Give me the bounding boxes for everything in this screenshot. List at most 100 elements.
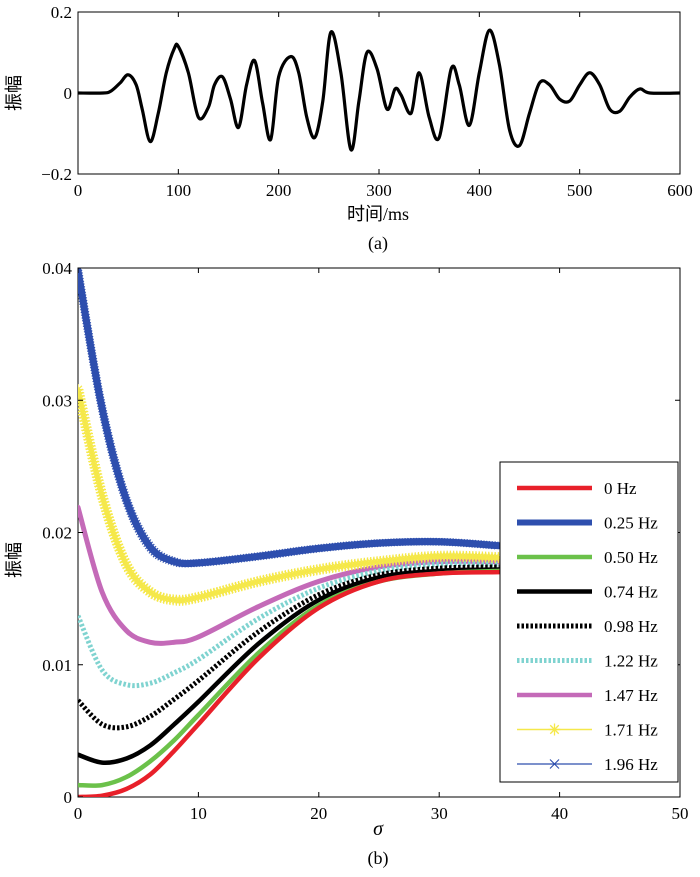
series-1-96-hz-marker bbox=[170, 557, 179, 566]
series-1-96-hz-marker bbox=[119, 488, 128, 497]
b-plot-area: 0 10 20 30 40 50 0 0.01 0.02 0.03 0.04 bbox=[42, 259, 688, 823]
series-1-96-hz-marker bbox=[120, 491, 129, 500]
series-1-96-hz-marker bbox=[127, 509, 136, 518]
series-1-96-hz-marker bbox=[140, 534, 149, 543]
series-0-hz bbox=[78, 569, 502, 797]
legend-entry-0-74-hz-label: 0.74 Hz bbox=[604, 583, 658, 602]
legend-entry-0-98-hz-label: 0.98 Hz bbox=[604, 617, 658, 636]
legend-entry-1-96-hz: 1.96 Hz bbox=[517, 755, 658, 774]
series-1-96-hz-line bbox=[78, 270, 500, 565]
series-1-96-hz-marker bbox=[130, 517, 139, 526]
legend: 0 Hz 0.25 Hz 0.50 Hz 0.74 Hz 0.98 Hz 1.22 Hz 1… bbox=[499, 461, 679, 783]
series-1-96-hz-marker bbox=[114, 469, 123, 478]
a-axes-frame bbox=[77, 11, 681, 175]
a-panel-label: (a) bbox=[368, 233, 388, 254]
series-0-25-hz bbox=[78, 268, 503, 568]
series-1-22-hz bbox=[78, 561, 500, 689]
a-ytick-label: −0.2 bbox=[41, 165, 72, 184]
series-1-96-hz-marker bbox=[115, 475, 124, 484]
legend-entry-0-74-hz: 0.74 Hz bbox=[517, 583, 658, 602]
a-xtick-label: 100 bbox=[166, 181, 192, 200]
legend-entry-1-22-hz-label: 1.22 Hz bbox=[604, 652, 658, 671]
b-xlabel: σ bbox=[373, 818, 384, 840]
series-1-96-hz-marker bbox=[164, 555, 173, 564]
legend-entry-1-96-hz-label: 1.96 Hz bbox=[604, 755, 658, 774]
series-1-96-hz-marker bbox=[154, 551, 163, 560]
series-1-96-hz-marker bbox=[137, 529, 146, 538]
series-1-96-hz-marker bbox=[78, 272, 83, 281]
series-1-96-hz-marker bbox=[167, 556, 176, 565]
a-xtick-label: 300 bbox=[366, 181, 392, 200]
series-0-74-hz-line bbox=[78, 567, 502, 766]
a-ytick-label: 0.2 bbox=[51, 3, 72, 22]
b-panel-label: (b) bbox=[368, 848, 389, 869]
b-xtick-label: 10 bbox=[190, 804, 207, 823]
series-1-96-hz-marker bbox=[118, 485, 127, 494]
a-ylabel: 振幅 bbox=[4, 75, 24, 111]
series-1-96-hz-marker bbox=[111, 461, 120, 470]
series-0-74-hz bbox=[78, 567, 502, 766]
series-1-96-hz-marker bbox=[418, 537, 427, 546]
series-1-96-hz-marker bbox=[125, 504, 134, 513]
a-xtick-label: 400 bbox=[467, 181, 493, 200]
series-1-96-hz-marker bbox=[123, 499, 132, 508]
b-ytick-label: 0 bbox=[64, 788, 73, 807]
series-0-25-hz-line bbox=[78, 268, 503, 568]
series-1-96-hz bbox=[78, 268, 502, 568]
series-1-96-hz-marker bbox=[117, 480, 126, 489]
series-1-96-hz-marker bbox=[122, 496, 131, 505]
series-1-96-hz-marker bbox=[128, 512, 137, 521]
b-ylabel: 振幅 bbox=[4, 542, 24, 578]
series-1-96-hz-marker bbox=[162, 554, 171, 563]
series-1-96-hz-marker bbox=[116, 477, 125, 486]
legend-entry-0-hz-label: 0 Hz bbox=[604, 479, 637, 498]
series-1-96-hz-marker bbox=[133, 522, 142, 531]
b-xtick-label: 20 bbox=[310, 804, 327, 823]
b-xtick-label: 0 bbox=[74, 804, 83, 823]
series-1-22-hz-line bbox=[78, 561, 500, 689]
series-0-98-hz bbox=[78, 564, 500, 731]
legend-entry-0-25-hz-label: 0.25 Hz bbox=[604, 514, 658, 533]
series-0-98-hz-line bbox=[78, 564, 500, 731]
b-xtick-label: 50 bbox=[672, 804, 689, 823]
series-1-96-hz-marker bbox=[129, 514, 138, 523]
legend-entry-1-47-hz-label: 1.47 Hz bbox=[604, 686, 658, 705]
series-1-96-hz-marker bbox=[110, 456, 119, 465]
series-1-96-hz-marker bbox=[132, 519, 141, 528]
series-1-96-hz-marker bbox=[108, 448, 117, 457]
legend-entry-1-71-hz-marker bbox=[548, 723, 561, 736]
series-1-96-hz-marker bbox=[138, 532, 147, 541]
series-1-96-hz-marker bbox=[420, 537, 429, 546]
a-plot-area: 0 100 200 300 400 500 600−0.200.2 bbox=[41, 3, 693, 200]
panel-b: 0 10 20 30 40 50 0 0.01 0.02 0.03 0.04 振幅 σ (b) 0 … bbox=[4, 259, 689, 869]
series-1-47-hz-line bbox=[78, 504, 502, 646]
series-1-96-hz-marker bbox=[118, 483, 127, 492]
b-ytick-label: 0.03 bbox=[42, 391, 72, 410]
legend-entry-0-50-hz-label: 0.50 Hz bbox=[604, 548, 658, 567]
series-1-96-hz-marker bbox=[78, 277, 84, 286]
legend-entry-0-98-hz: 0.98 Hz bbox=[517, 617, 658, 636]
a-xtick-label: 600 bbox=[667, 181, 693, 200]
series-1-96-hz-marker bbox=[111, 459, 120, 468]
series-1-96-hz-marker bbox=[124, 501, 133, 510]
series-1-96-hz-marker bbox=[114, 472, 123, 481]
b-ytick-label: 0.04 bbox=[42, 259, 72, 278]
legend-entry-1-71-hz-label: 1.71 Hz bbox=[604, 721, 658, 740]
series-1-96-hz-marker bbox=[78, 269, 83, 278]
a-xtick-label: 500 bbox=[567, 181, 593, 200]
legend-entry-0-50-hz: 0.50 Hz bbox=[517, 548, 658, 567]
legend-entry-1-47-hz: 1.47 Hz bbox=[517, 686, 658, 705]
series-1-96-hz-marker bbox=[108, 450, 117, 459]
series-1-96-hz-marker bbox=[134, 524, 143, 533]
series-1-96-hz-marker bbox=[78, 280, 85, 289]
series-1-96-hz-marker bbox=[113, 467, 122, 476]
b-ytick-label: 0.01 bbox=[42, 656, 72, 675]
legend-entry-0-25-hz: 0.25 Hz bbox=[517, 514, 658, 533]
panel-a: 0 100 200 300 400 500 600−0.200.2 振幅 时间/ms (a) bbox=[4, 3, 693, 254]
b-ytick-label: 0.02 bbox=[42, 524, 72, 543]
legend-entry-1-22-hz: 1.22 Hz bbox=[517, 652, 658, 671]
series-1-96-hz-marker bbox=[126, 506, 135, 515]
a-xlabel: 时间/ms bbox=[347, 204, 409, 224]
series-0-hz-line bbox=[78, 569, 502, 797]
